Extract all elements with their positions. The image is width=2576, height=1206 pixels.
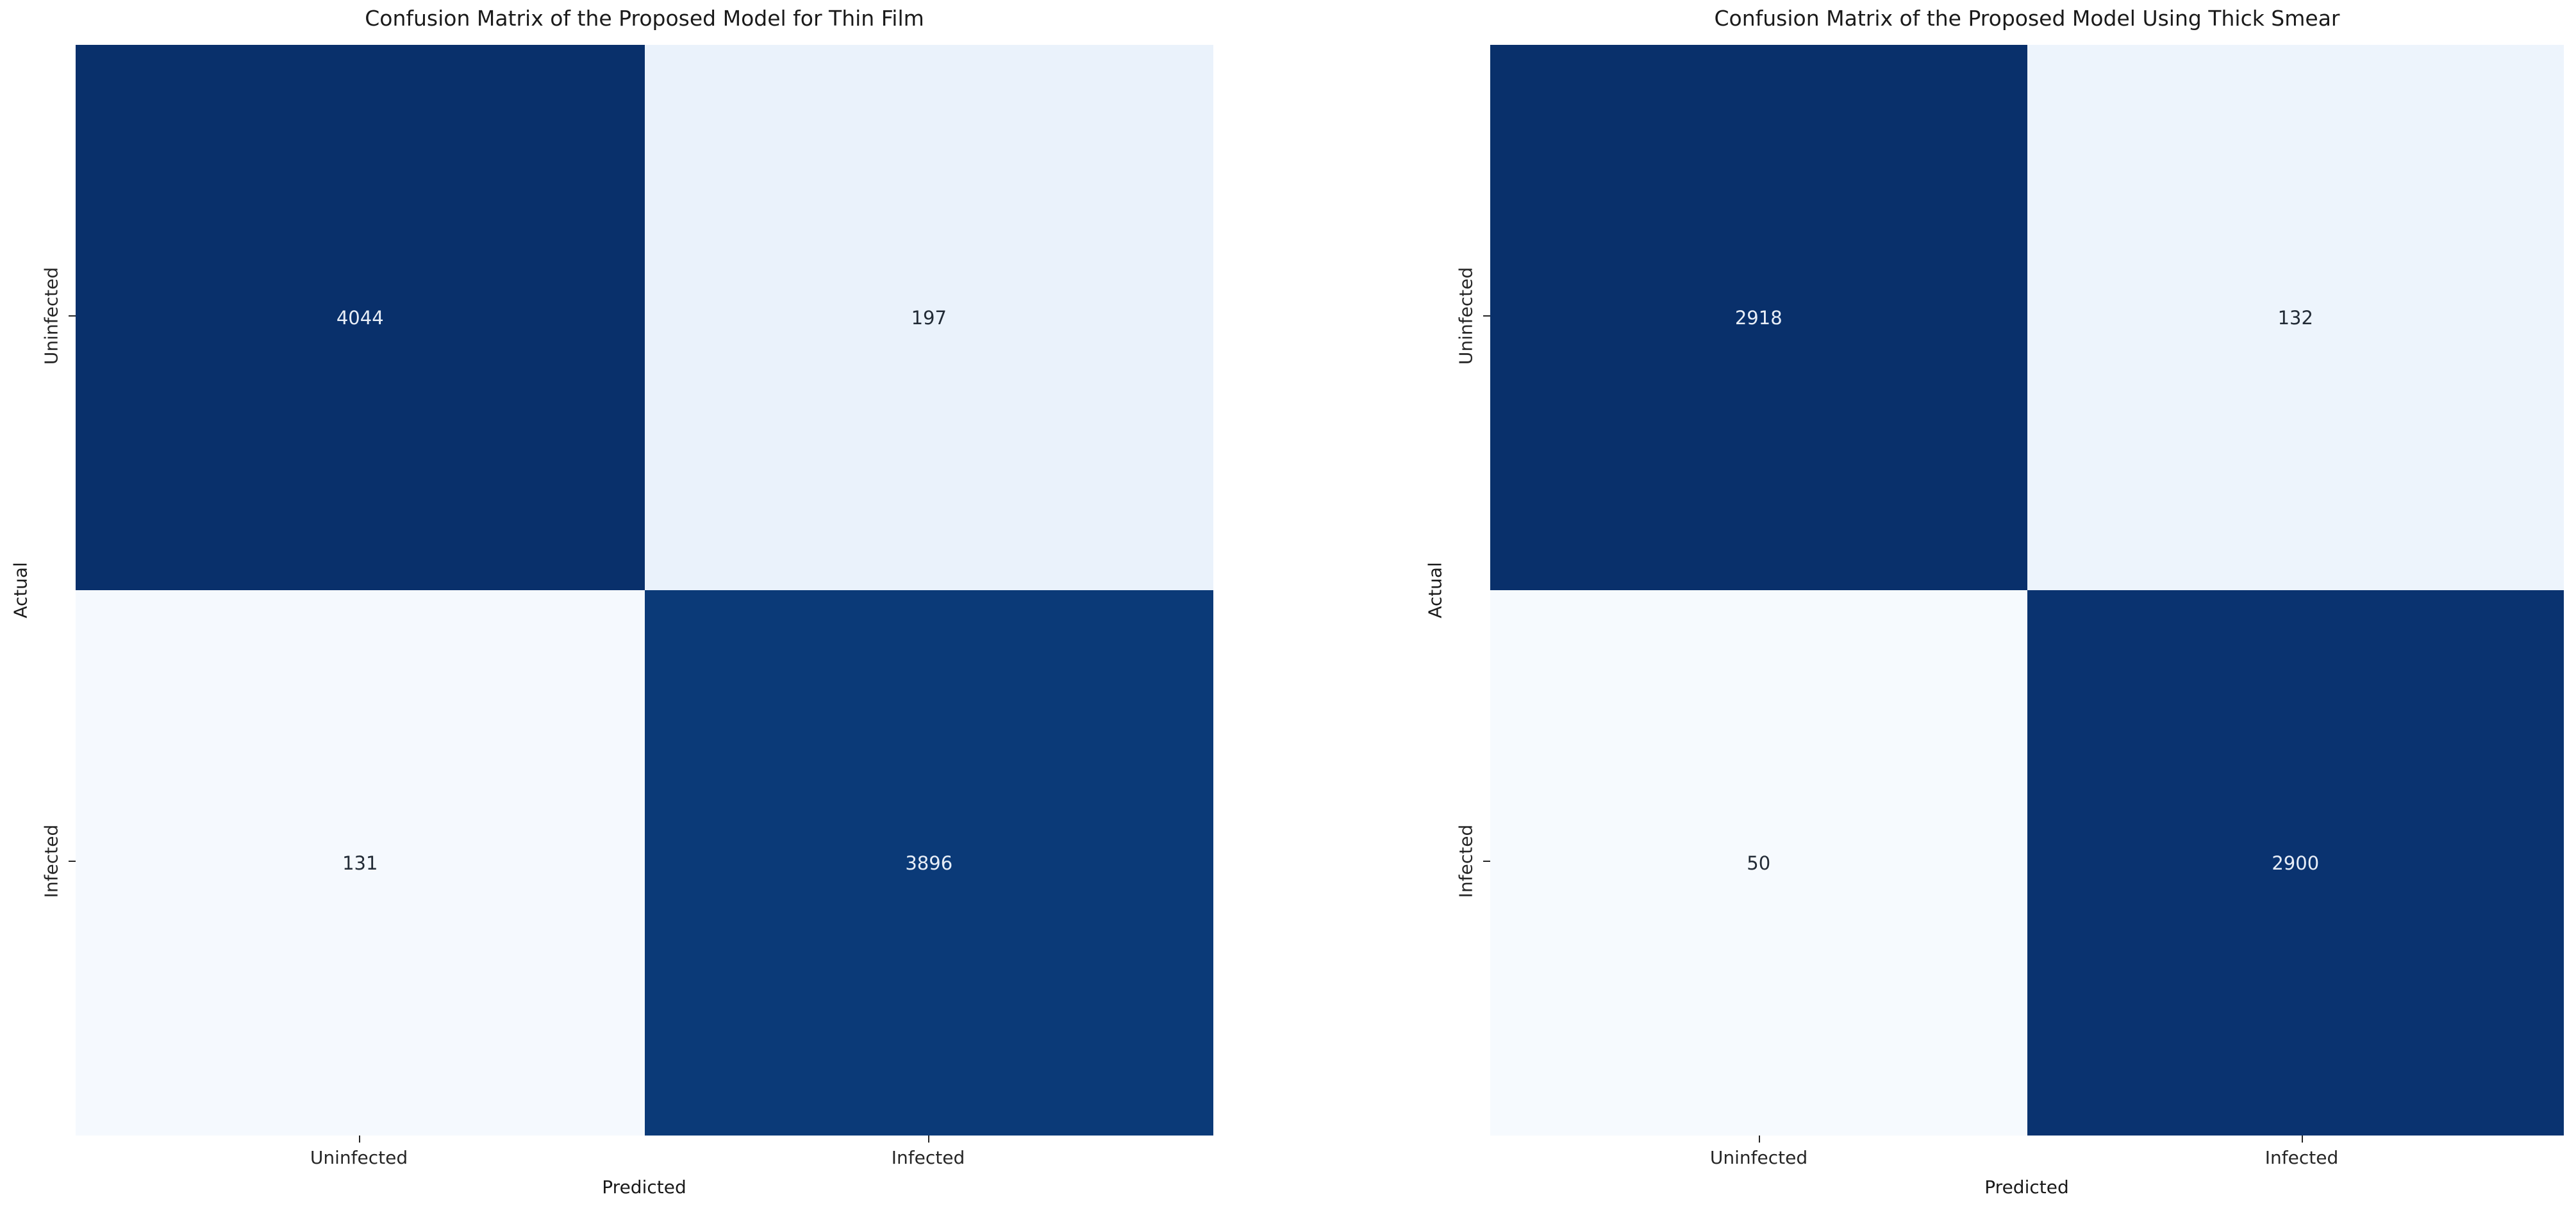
x-tick <box>2302 1136 2303 1143</box>
x-axis-label: Predicted <box>602 1177 686 1198</box>
y-tick <box>69 861 76 862</box>
heatmap-cell: 131 <box>76 590 645 1136</box>
x-tick-label: Uninfected <box>1709 1147 1808 1168</box>
y-axis-label: Actual <box>10 562 31 618</box>
x-axis-label: Predicted <box>1984 1177 2069 1198</box>
heatmap-cell: 4044 <box>76 45 645 590</box>
heatmap-cell: 50 <box>1490 590 2027 1136</box>
y-tick-label: Uninfected <box>40 267 62 365</box>
right-chart-title: Confusion Matrix of the Proposed Model U… <box>1714 6 2340 31</box>
x-tick <box>1759 1136 1760 1143</box>
left-chart-title: Confusion Matrix of the Proposed Model f… <box>365 6 924 31</box>
y-tick <box>1483 861 1490 862</box>
heatmap-cell: 3896 <box>644 590 1213 1136</box>
left-confusion-matrix: 4044 197 131 3896 <box>76 45 1213 1136</box>
y-tick <box>1483 315 1490 317</box>
y-tick-label: Infected <box>40 824 62 898</box>
x-tick-label: Uninfected <box>310 1147 408 1168</box>
x-tick-label: Infected <box>891 1147 965 1168</box>
x-tick <box>359 1136 360 1143</box>
y-tick-label: Infected <box>1455 824 1477 898</box>
y-tick-label: Uninfected <box>1455 267 1477 365</box>
y-axis-label: Actual <box>1424 562 1446 618</box>
x-tick <box>928 1136 929 1143</box>
heatmap-cell: 2900 <box>2027 590 2564 1136</box>
x-tick-label: Infected <box>2264 1147 2339 1168</box>
heatmap-cell: 2918 <box>1490 45 2027 590</box>
y-tick <box>69 315 76 317</box>
right-confusion-matrix: 2918 132 50 2900 <box>1490 45 2564 1136</box>
heatmap-cell: 197 <box>644 45 1213 590</box>
heatmap-cell: 132 <box>2027 45 2564 590</box>
